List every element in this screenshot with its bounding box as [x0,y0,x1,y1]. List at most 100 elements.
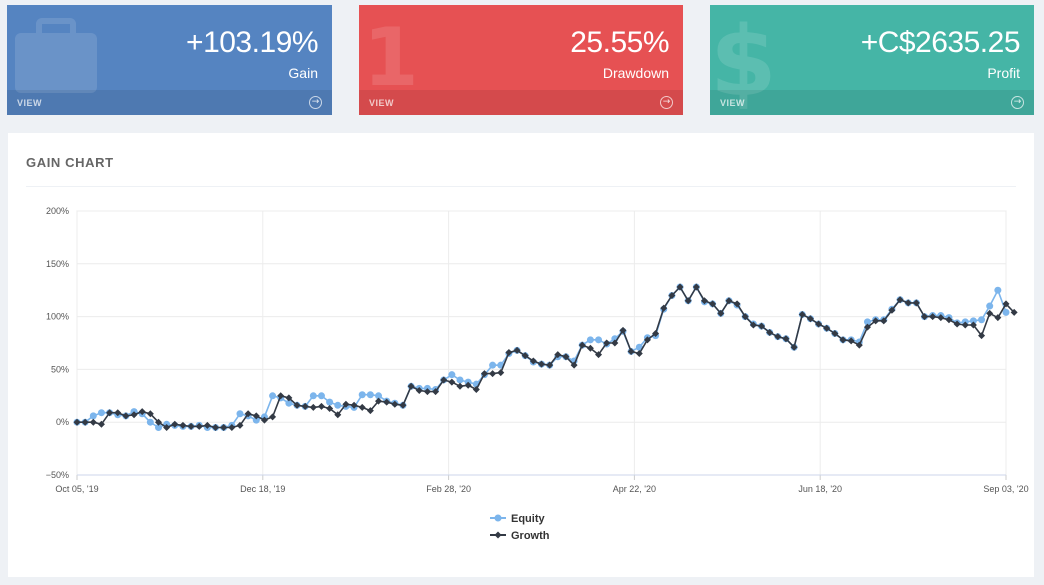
data-point-growth[interactable] [440,376,448,384]
data-point-growth[interactable] [130,411,138,419]
gain-view-link[interactable]: VIEW → [7,90,332,115]
data-point-growth[interactable] [277,392,285,400]
data-point-growth[interactable] [937,314,945,322]
data-point-growth[interactable] [684,297,692,305]
data-point-growth[interactable] [391,400,399,408]
data-point-growth[interactable] [399,401,407,409]
data-point-growth[interactable] [912,299,920,307]
data-point-growth[interactable] [700,297,708,305]
data-point-growth[interactable] [921,313,929,321]
data-point-growth[interactable] [358,403,366,411]
data-point-growth[interactable] [317,402,325,410]
data-point-growth[interactable] [969,321,977,329]
profit-view-link[interactable]: VIEW → [710,90,1034,115]
data-point-growth[interactable] [154,418,162,426]
data-point-growth[interactable] [798,310,806,318]
data-point-growth[interactable] [676,283,684,291]
data-point-growth[interactable] [782,335,790,343]
data-point-growth[interactable] [725,297,733,305]
data-point-growth[interactable] [342,400,350,408]
data-point-growth[interactable] [497,369,505,377]
data-point-equity[interactable] [489,361,497,369]
data-point-growth[interactable] [709,300,717,308]
data-point-growth[interactable] [643,336,651,344]
data-point-growth[interactable] [692,283,700,291]
data-point-growth[interactable] [855,341,863,349]
data-point-growth[interactable] [538,360,545,368]
data-point-growth[interactable] [815,320,823,328]
data-point-growth[interactable] [106,409,114,417]
data-point-growth[interactable] [586,344,594,352]
data-point-equity[interactable] [358,391,366,399]
data-point-growth[interactable] [334,411,342,419]
data-point-equity[interactable] [994,286,1002,294]
data-point-growth[interactable] [163,423,171,431]
data-point-growth[interactable] [301,402,309,410]
data-point-equity[interactable] [146,418,154,426]
data-point-growth[interactable] [97,420,105,428]
data-point-growth[interactable] [513,346,521,354]
legend-item-equity[interactable]: Equity [511,513,545,525]
data-point-growth[interactable] [872,317,880,325]
data-point-equity[interactable] [89,412,97,420]
data-point-growth[interactable] [880,317,888,325]
data-point-equity[interactable] [154,423,162,431]
gain-chart[interactable]: −50% 0% 50% 100% 150% 200% Oct 05, '19 Dec 18, … [8,133,1034,577]
data-point-growth[interactable] [668,291,676,299]
data-point-growth[interactable] [1002,300,1010,308]
data-point-growth[interactable] [660,304,668,312]
data-point-growth[interactable] [448,378,456,386]
data-point-equity[interactable] [448,371,456,379]
data-point-growth[interactable] [888,306,896,314]
data-point-equity[interactable] [978,316,986,324]
data-point-growth[interactable] [383,398,391,406]
data-point-equity[interactable] [595,336,603,344]
data-point-growth[interactable] [603,339,611,347]
data-point-growth[interactable] [228,423,236,431]
data-point-growth[interactable] [293,401,301,409]
data-point-growth[interactable] [570,361,578,369]
data-point-growth[interactable] [611,339,619,347]
data-point-growth[interactable] [505,349,513,357]
data-point-equity[interactable] [375,392,383,400]
data-point-growth[interactable] [847,337,855,345]
data-point-equity[interactable] [863,318,871,326]
data-point-equity[interactable] [326,398,334,406]
data-point-growth[interactable] [627,347,635,355]
data-point-growth[interactable] [774,333,782,341]
data-point-growth[interactable] [896,296,904,304]
data-point-growth[interactable] [203,421,211,429]
data-point-growth[interactable] [212,423,220,431]
data-point-growth[interactable] [171,420,179,428]
data-point-growth[interactable] [521,352,529,360]
data-point-growth[interactable] [236,421,244,429]
data-point-growth[interactable] [114,409,122,417]
data-point-growth[interactable] [480,370,488,378]
data-point-growth[interactable] [904,299,912,307]
data-point-growth[interactable] [138,408,146,416]
data-point-equity[interactable] [1002,308,1010,316]
data-point-growth[interactable] [749,321,757,329]
data-point-growth[interactable] [652,329,660,337]
data-point-growth[interactable] [717,309,725,317]
data-point-growth[interactable] [423,388,431,396]
data-point-equity[interactable] [366,391,374,399]
data-point-growth[interactable] [326,404,334,412]
data-point-growth[interactable] [244,410,252,418]
data-point-growth[interactable] [456,382,464,390]
data-point-growth[interactable] [489,370,497,378]
data-point-growth[interactable] [554,351,562,359]
data-point-equity[interactable] [309,392,317,400]
data-point-growth[interactable] [578,341,586,349]
data-point-growth[interactable] [260,416,268,424]
data-point-equity[interactable] [252,416,260,424]
data-point-growth[interactable] [945,316,953,324]
data-point-growth[interactable] [546,361,554,369]
data-point-growth[interactable] [415,387,423,395]
data-point-growth[interactable] [986,309,994,317]
data-point-growth[interactable] [635,350,643,358]
data-point-growth[interactable] [269,413,277,421]
data-point-equity[interactable] [334,401,342,409]
data-point-growth[interactable] [146,410,154,418]
data-point-growth[interactable] [929,313,937,321]
